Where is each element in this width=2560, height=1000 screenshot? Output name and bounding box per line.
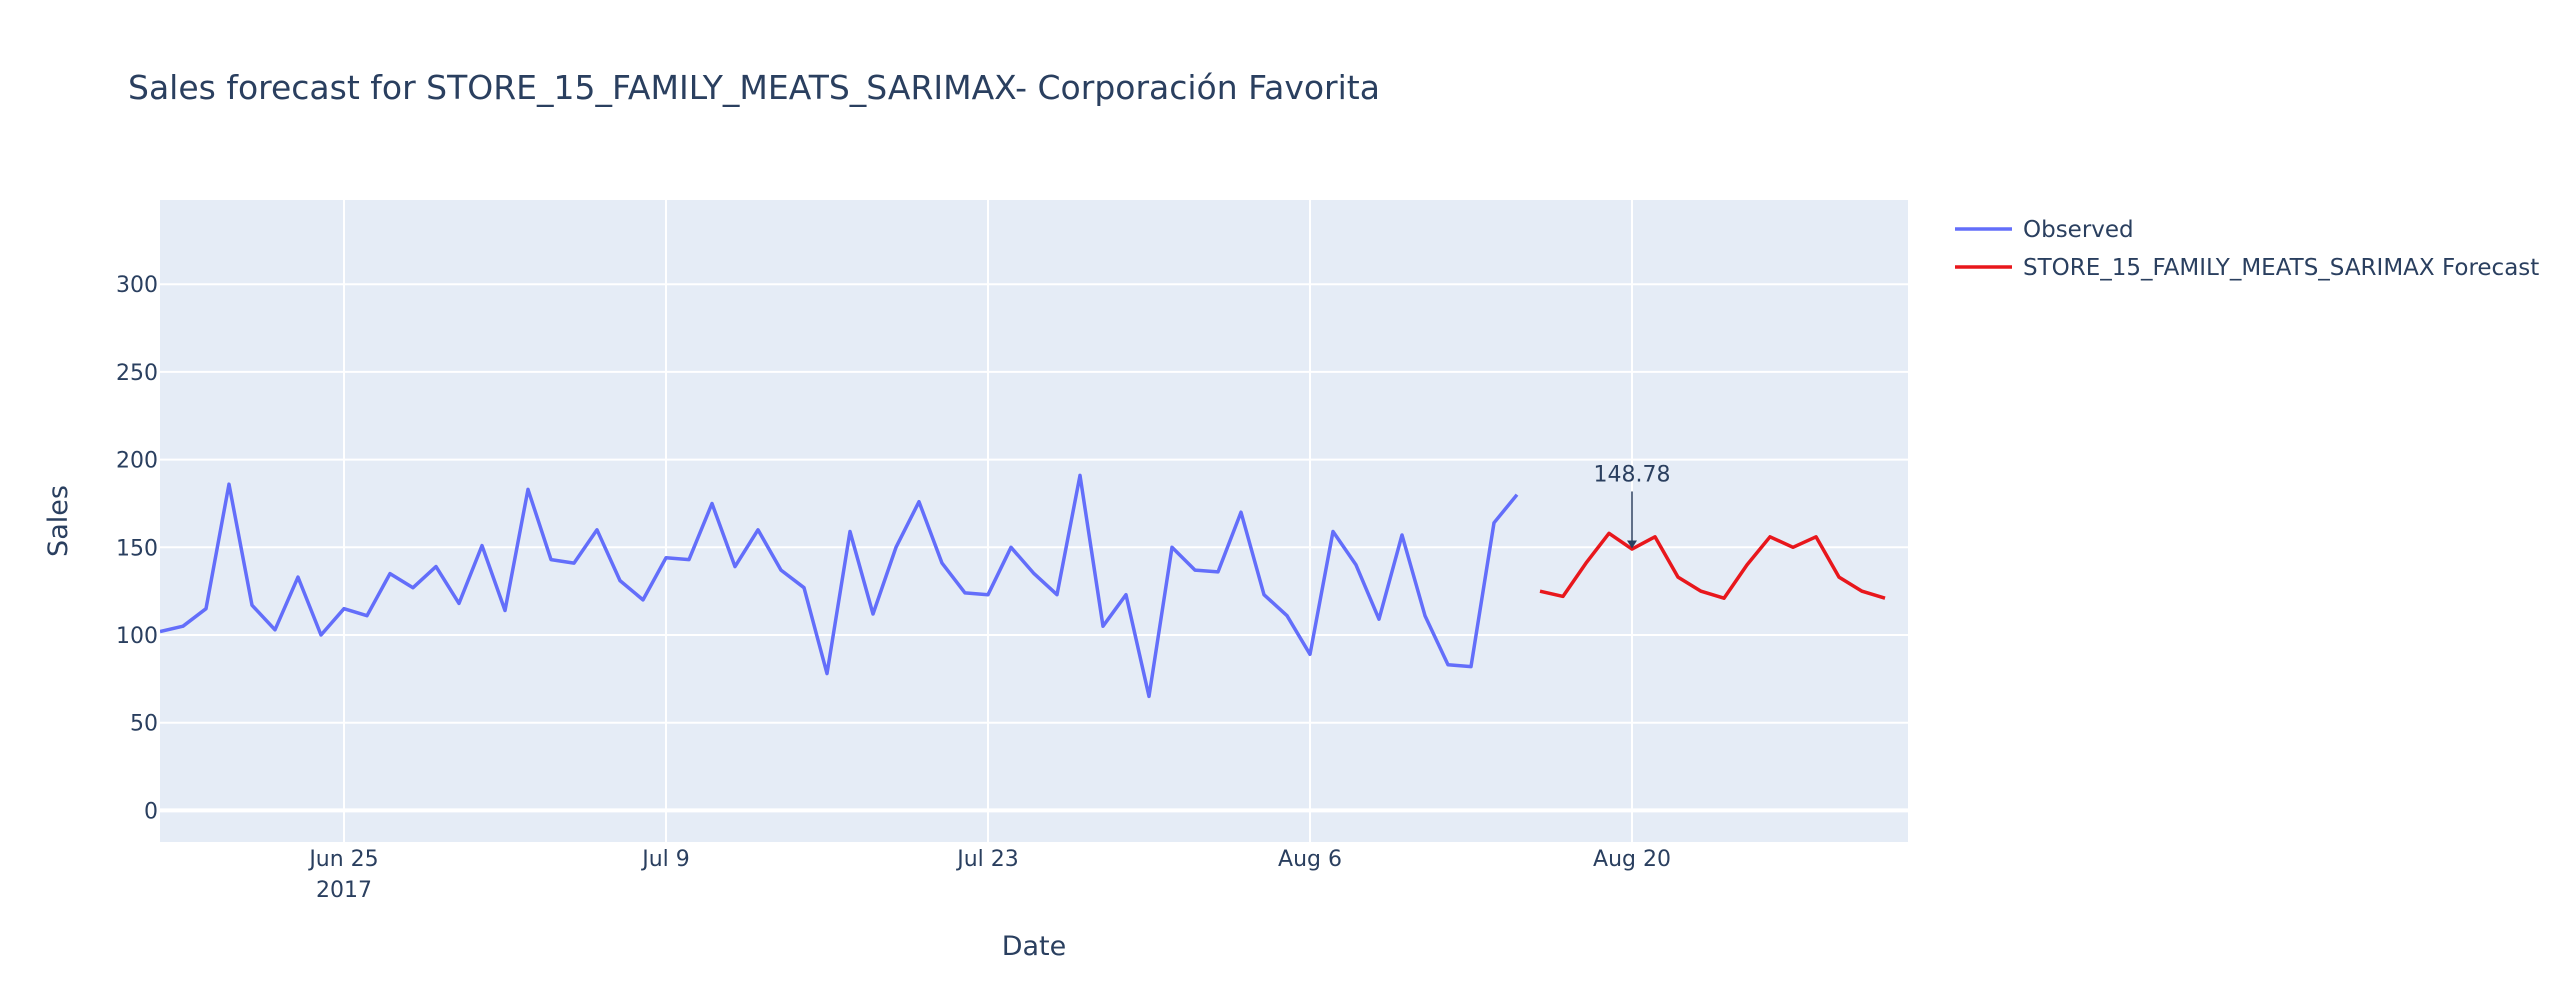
y-gridlines	[160, 283, 1908, 813]
x-axis-title: Date	[1002, 931, 1067, 962]
series-layer	[160, 473, 1886, 699]
series-line-1	[1539, 531, 1886, 600]
x-tick-labels: Jun 25 2017 Jul 9 Jul 23 Aug 6 Aug 20	[307, 847, 1671, 903]
y-tick-labels: 0 50 100 150 200 250 300	[116, 273, 158, 824]
legend-label-0: Observed	[2023, 217, 2134, 243]
y-tick-label: 50	[130, 712, 158, 737]
y-tick-label: 150	[116, 536, 158, 561]
series-line-0	[160, 473, 1519, 699]
annotation-layer: 148.78	[1594, 462, 1671, 549]
x-tick-sublabel: 2017	[316, 878, 372, 903]
y-tick-label: 0	[144, 799, 158, 824]
y-tick-label: 300	[116, 273, 158, 298]
chart-title: Sales forecast for STORE_15_FAMILY_MEATS…	[128, 68, 1380, 107]
y-tick-label: 100	[116, 624, 158, 649]
x-tick-label: Aug 6	[1278, 847, 1342, 872]
x-tick-label: Jul 23	[955, 847, 1019, 872]
plot-area	[160, 200, 1908, 842]
x-tick-label: Aug 20	[1593, 847, 1671, 872]
legend-label-1: STORE_15_FAMILY_MEATS_SARIMAX Forecast	[2023, 255, 2539, 281]
annotation-arrow-head	[1627, 540, 1637, 549]
y-tick-label: 250	[116, 361, 158, 386]
y-tick-label: 200	[116, 449, 158, 474]
x-tick-label: Jul 9	[640, 847, 690, 872]
annotation-label: 148.78	[1594, 462, 1671, 487]
y-axis-title: Sales	[43, 485, 74, 557]
legend: Observed STORE_15_FAMILY_MEATS_SARIMAX Fo…	[1955, 217, 2539, 281]
x-tick-label: Jun 25	[307, 847, 378, 872]
